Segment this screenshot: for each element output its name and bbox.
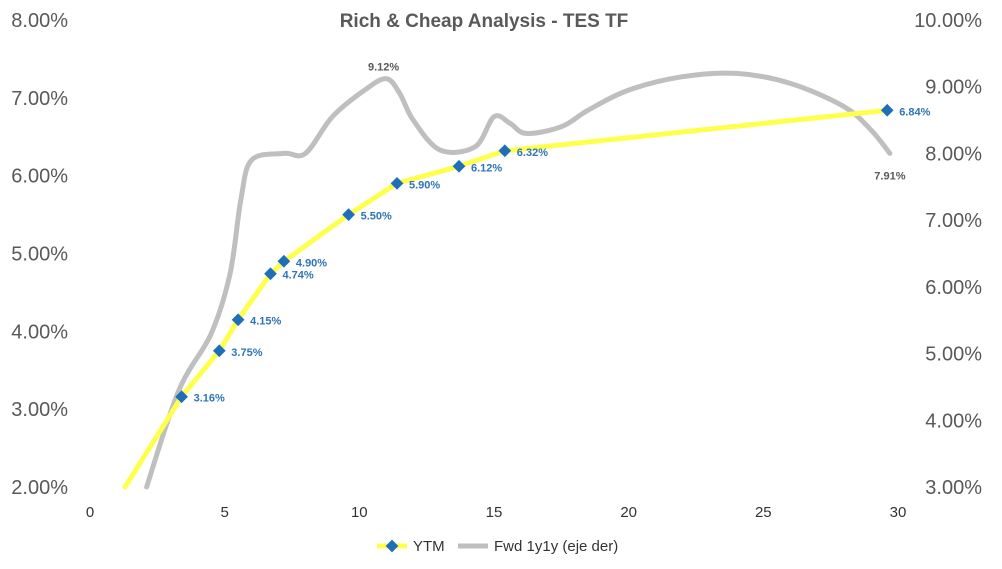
x-tick-label: 15 [486, 504, 503, 521]
x-tick-label: 25 [755, 504, 772, 521]
x-tick-label: 0 [86, 504, 94, 521]
ytm-point-marker [498, 144, 512, 158]
x-tick-label: 20 [620, 504, 637, 521]
legend: YTM Fwd 1y1y (eje der) [377, 538, 618, 555]
ytm-point-label: 3.75% [231, 347, 262, 359]
left-tick-label: 2.00% [11, 477, 68, 499]
ytm-point-marker [175, 390, 188, 404]
x-tick-label: 10 [351, 504, 368, 521]
ytm-point-marker [452, 159, 466, 173]
ytm-point-marker [880, 103, 894, 117]
right-tick-label: 7.00% [925, 210, 982, 232]
ytm-point-label: 4.74% [283, 270, 314, 282]
plot-area: 3.16% 3.75% 4.15% 4.74%4.90% 5.50% 5.90% 6.12%… [122, 62, 931, 490]
ytm-series-line [122, 107, 890, 490]
ytm-point-marker [212, 344, 226, 358]
legend-ytm-swatch-marker [385, 539, 399, 553]
ytm-point-marker [231, 313, 245, 327]
left-tick-label: 4.00% [11, 321, 68, 343]
right-tick-label: 9.00% [925, 77, 982, 99]
legend-ytm-label: YTM [413, 538, 445, 555]
right-tick-label: 4.00% [925, 410, 982, 432]
left-tick-label: 5.00% [11, 244, 68, 266]
chart-title: Rich & Cheap Analysis - TES TF [340, 11, 629, 32]
ytm-point-label: 4.15% [250, 316, 281, 328]
ytm-point-marker [342, 208, 355, 221]
right-tick-label: 10.00% [914, 10, 982, 32]
ytm-point-label: 6.32% [517, 147, 548, 159]
x-tick-label: 5 [221, 504, 229, 521]
fwd-point-label: 9.12% [368, 62, 399, 74]
left-tick-label: 6.00% [11, 166, 68, 188]
ytm-point-marker [390, 177, 404, 190]
left-tick-label: 8.00% [11, 10, 68, 32]
left-axis: 2.00% 3.00% 4.00% 5.00% 6.00% 7.00% 8.00% [11, 10, 68, 499]
right-axis: 3.00% 4.00% 5.00% 6.00% 7.00% 8.00% 9.00% 10.00… [914, 10, 982, 499]
fwd-point-label: 7.91% [874, 170, 905, 182]
ytm-point-label: 5.90% [409, 179, 440, 191]
fwd-series-line [144, 70, 893, 490]
x-axis: 0 5 10 15 20 25 30 [86, 504, 907, 521]
ytm-point-marker [277, 254, 291, 268]
ytm-point-label: 5.50% [361, 211, 392, 223]
ytm-point-label: 3.16% [194, 393, 225, 405]
ytm-point-label: 6.84% [899, 106, 930, 118]
right-tick-label: 5.00% [925, 344, 982, 366]
legend-fwd-label: Fwd 1y1y (eje der) [494, 538, 618, 555]
left-tick-label: 3.00% [11, 399, 68, 421]
ytm-point-label: 4.90% [296, 257, 327, 269]
left-tick-label: 7.00% [11, 88, 68, 110]
ytm-point-marker [264, 267, 277, 281]
right-tick-label: 6.00% [925, 277, 982, 299]
x-tick-label: 30 [890, 504, 907, 521]
ytm-point-label: 6.12% [471, 162, 502, 174]
right-tick-label: 3.00% [925, 477, 982, 499]
right-tick-label: 8.00% [925, 143, 982, 165]
